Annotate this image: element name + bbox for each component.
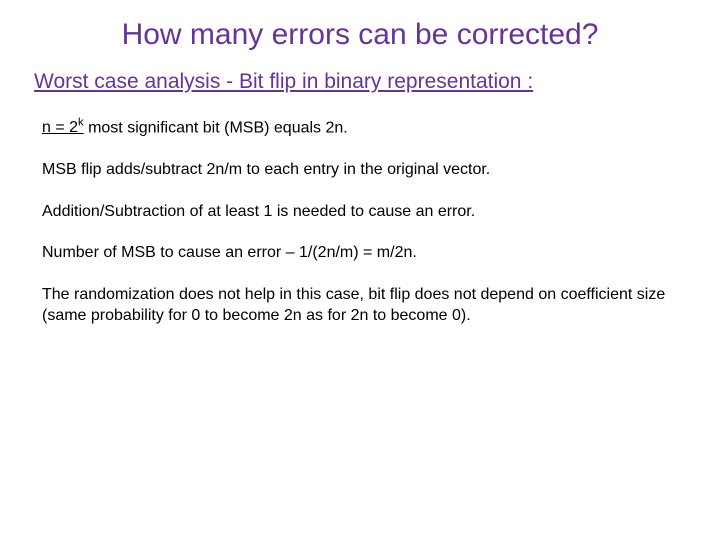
page-title: How many errors can be corrected? [32,18,688,52]
paragraph-2: MSB flip adds/subtract 2n/m to each entr… [42,159,688,181]
paragraph-4: Number of MSB to cause an error – 1/(2n/… [42,242,688,264]
paragraph-1: n = 2k most significant bit (MSB) equals… [42,116,688,139]
p1-underline-part: n = 2k [42,119,84,136]
paragraph-3: Addition/Subtraction of at least 1 is ne… [42,201,688,223]
slide: How many errors can be corrected? Worst … [0,0,720,540]
paragraph-5: The randomization does not help in this … [42,284,688,327]
subtitle: Worst case analysis - Bit flip in binary… [32,70,688,94]
p1-a: n = 2 [42,119,78,136]
p1-b: most significant bit (MSB) equals 2n. [84,119,348,136]
body-text: n = 2k most significant bit (MSB) equals… [32,116,688,327]
